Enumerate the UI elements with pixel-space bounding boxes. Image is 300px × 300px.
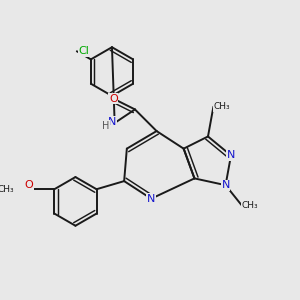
Text: CH₃: CH₃ [213,102,230,111]
Text: O: O [24,180,33,190]
Text: N: N [147,194,155,204]
Text: Cl: Cl [78,46,89,56]
Text: N: N [108,117,116,127]
Text: O: O [109,94,118,103]
Text: N: N [227,150,235,161]
Text: CH₃: CH₃ [0,185,14,194]
Text: N: N [221,180,230,190]
Text: H: H [102,121,110,131]
Text: CH₃: CH₃ [242,201,258,210]
